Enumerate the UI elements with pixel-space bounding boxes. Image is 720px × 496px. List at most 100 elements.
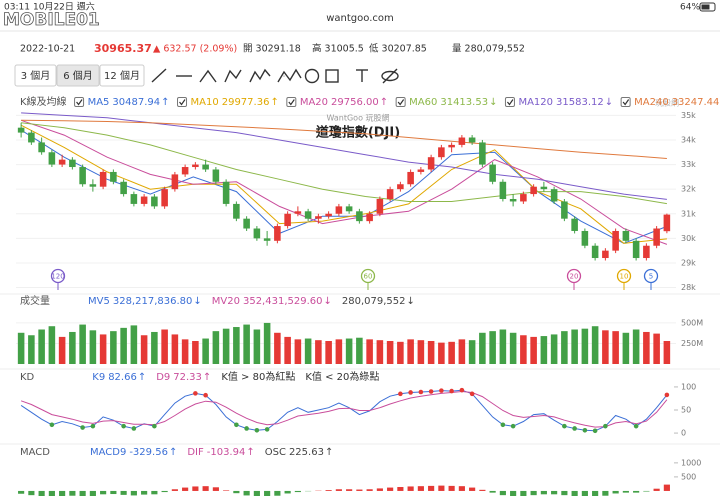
candle-body <box>38 142 45 153</box>
tool-rect[interactable] <box>325 69 339 83</box>
panel-title: MACD <box>20 447 50 458</box>
chart-watermark: WantGoo 玩股網 <box>326 113 389 123</box>
osc-bar <box>540 490 547 495</box>
period-marker <box>360 268 376 284</box>
volume-bar <box>345 338 353 364</box>
volume-bar <box>38 329 45 364</box>
osc-bar <box>28 490 35 496</box>
osc-bar <box>264 490 271 496</box>
osc-bar <box>571 490 578 496</box>
legend-value: 31413.53 <box>440 97 488 108</box>
osc-bar <box>223 490 230 491</box>
candle-body <box>509 199 517 202</box>
legend-trend: ↓ <box>489 97 497 108</box>
osc-bar <box>192 486 199 491</box>
candle-body <box>202 164 209 170</box>
checkbox-tick <box>397 99 405 106</box>
panel-title: 成交量 <box>20 294 50 307</box>
legend-trend: ↑ <box>138 372 146 383</box>
volume-bar <box>253 329 261 364</box>
legend-trend: ↓ <box>407 296 415 307</box>
volume-bar <box>458 339 466 364</box>
tool-line[interactable] <box>151 68 167 83</box>
tool-circle[interactable] <box>304 68 320 84</box>
tool-angle[interactable] <box>199 69 217 83</box>
tool-hide[interactable] <box>381 70 399 82</box>
period-marker <box>50 268 66 284</box>
osc-bar <box>458 486 465 491</box>
candle-body <box>253 228 261 239</box>
legend-value: -103.94 <box>207 447 246 458</box>
tab[interactable] <box>99 64 145 87</box>
volume-bar <box>653 333 660 364</box>
kd-dot <box>49 422 55 428</box>
osc-bar <box>407 486 414 491</box>
volume-bar <box>17 332 25 364</box>
kd-dot <box>449 388 454 394</box>
kd-dot <box>439 388 444 393</box>
ma-line <box>20 119 668 245</box>
tab[interactable] <box>14 64 57 87</box>
volume-bar <box>581 328 589 364</box>
quote-open: 開 30291.18 <box>243 44 301 55</box>
legend-trend: ↓ <box>605 97 613 108</box>
legend-value: 29977.36 <box>222 97 270 108</box>
tab-active[interactable] <box>56 64 100 87</box>
period-marker-label: 10 <box>620 273 629 281</box>
candle-body <box>120 181 127 195</box>
volume-bar <box>612 331 619 364</box>
tab-label[interactable]: 6 個月 <box>63 69 93 82</box>
kd-dot <box>264 427 270 432</box>
candle-body <box>448 144 455 148</box>
tab-label[interactable]: 3 個月 <box>21 69 51 82</box>
volume-bar <box>622 332 630 364</box>
y-tick-label: 500M <box>681 318 703 327</box>
y-tick-label: 33k <box>681 160 696 169</box>
url[interactable]: wantgoo.com <box>326 13 394 24</box>
candle-body <box>243 218 250 229</box>
volume-bar <box>202 338 209 364</box>
legend-trend: ↑ <box>380 97 388 108</box>
quote-low: 低 30207.85 <box>369 43 427 55</box>
volume-bar <box>304 338 312 364</box>
candle-body <box>643 245 650 259</box>
tool-zigzag[interactable] <box>224 69 242 83</box>
osc-bar <box>141 490 148 495</box>
volume-bar <box>417 340 425 364</box>
legend-value: 352,431,529.60 <box>243 296 323 307</box>
candle-body <box>222 181 230 204</box>
candle-body <box>17 127 25 133</box>
ma-line <box>21 122 667 205</box>
candle-body <box>356 211 363 222</box>
volume-bar <box>550 334 558 364</box>
osc-bar <box>551 490 558 495</box>
period-marker <box>566 268 582 284</box>
y-tick-label: 28k <box>681 283 696 292</box>
candle-body <box>151 196 158 207</box>
volume-bar <box>427 341 435 364</box>
osc-bar <box>581 490 588 496</box>
volume-bar <box>28 335 35 364</box>
volume-bar <box>140 335 148 364</box>
osc-bar <box>38 490 45 496</box>
candle-body <box>397 184 404 190</box>
kd-dot <box>428 389 434 394</box>
tool-pattern[interactable] <box>277 68 302 83</box>
volume-bar <box>520 335 527 364</box>
quote-high: 高 31005.5 <box>312 43 364 55</box>
legend-value: 72.33 <box>173 372 202 383</box>
volume-bar <box>315 340 322 364</box>
kd-dot <box>562 423 567 429</box>
osc-bar <box>489 490 496 493</box>
candle-body <box>325 213 332 217</box>
kd-dot <box>664 392 670 398</box>
candle-body <box>612 230 619 251</box>
osc-bar <box>469 487 476 491</box>
legend-value: 328,217,836.80 <box>113 296 193 307</box>
osc-bar <box>653 488 660 491</box>
volume-bar <box>325 341 332 364</box>
tab-label[interactable]: 12 個月 <box>104 69 140 82</box>
volume-bar <box>130 325 138 364</box>
tool-wave[interactable] <box>249 68 271 83</box>
